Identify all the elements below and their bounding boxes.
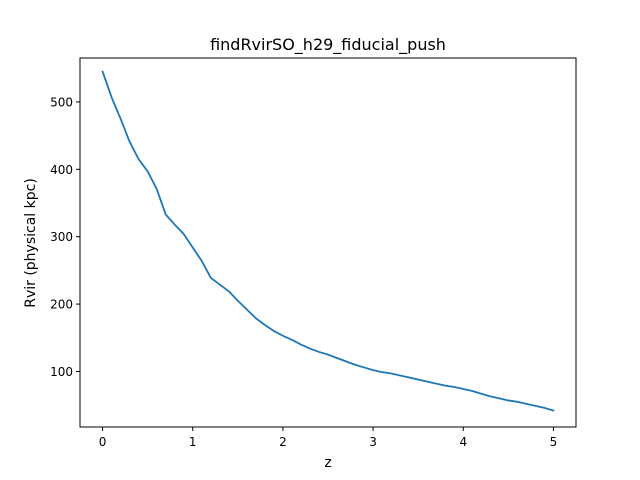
plot-area — [101, 70, 555, 412]
y-tick-label: 100 — [50, 365, 73, 379]
x-axis-label: z — [324, 455, 331, 471]
y-tick-label: 300 — [50, 230, 73, 244]
x-axis: 0 1 2 3 4 5 — [99, 427, 558, 449]
y-axis: 100 200 300 400 500 — [50, 95, 80, 379]
x-tick-label: 3 — [369, 435, 377, 449]
x-tick-label: 0 — [99, 435, 107, 449]
x-tick-label: 1 — [189, 435, 197, 449]
y-tick-label: 400 — [50, 163, 73, 177]
chart-title: findRvirSO_h29_fiducial_push — [210, 35, 446, 55]
axes-frame — [79, 57, 577, 428]
y-tick-label: 200 — [50, 298, 73, 312]
x-tick-label: 4 — [459, 435, 467, 449]
x-tick-label: 5 — [550, 435, 558, 449]
y-tick-label: 500 — [50, 95, 73, 109]
y-axis-label: Rvir (physical kpc) — [23, 178, 39, 308]
series-line-0 — [101, 70, 555, 412]
x-tick-label: 2 — [279, 435, 287, 449]
